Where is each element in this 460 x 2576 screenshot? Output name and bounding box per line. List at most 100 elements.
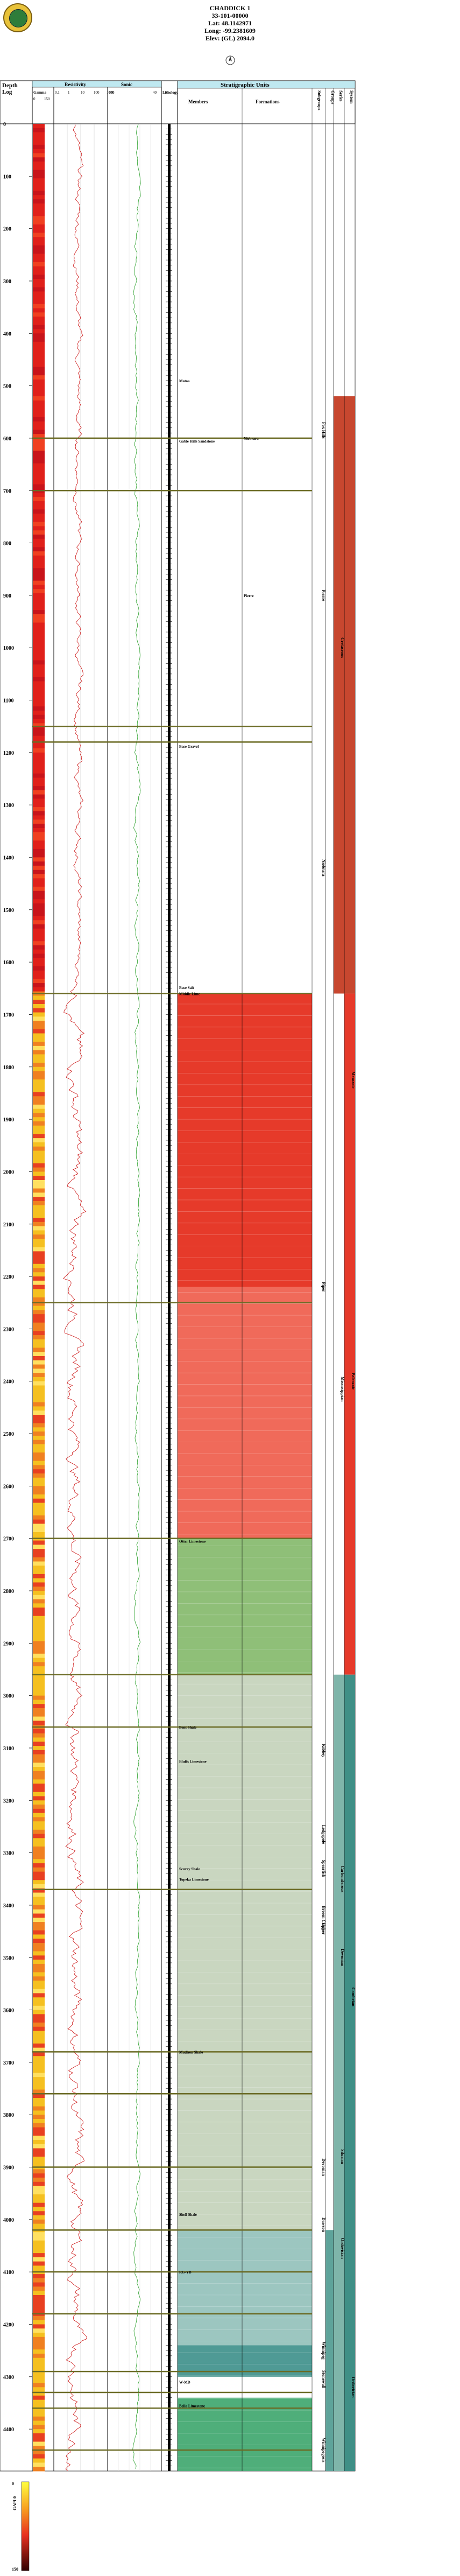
- depth-label: 600: [3, 436, 11, 442]
- gamma-fill-segment: [33, 1021, 45, 1026]
- rotated-col-label: Groups: [330, 90, 335, 104]
- gamma-fill-segment: [33, 1213, 45, 1218]
- member-label: Middle Lime: [179, 992, 200, 996]
- gamma-fill-segment: [33, 589, 45, 594]
- gamma-fill-segment: [33, 1171, 45, 1176]
- sonic-label: Sonic: [121, 82, 132, 87]
- gamma-fill-segment: [33, 1063, 45, 1068]
- gamma-fill-segment: [33, 1729, 45, 1734]
- gamma-fill-segment: [33, 371, 45, 376]
- gamma-fill-segment: [33, 2299, 45, 2304]
- resistivity-curve: [62, 123, 87, 2472]
- gamma-fill-segment: [33, 2077, 45, 2082]
- subgroup-label: Dawson: [321, 2217, 326, 2233]
- gamma-fill-segment: [33, 979, 45, 984]
- gamma-fill-segment: [33, 409, 45, 413]
- gamma-fill-segment: [33, 1528, 45, 1533]
- dt-scale-label: 140: [109, 90, 115, 95]
- gamma-fill-segment: [33, 2420, 45, 2425]
- gamma-fill-segment: [33, 916, 45, 921]
- gamma-fill-segment: [33, 2357, 45, 2363]
- gamma-fill-segment: [33, 1473, 45, 1478]
- gamma-fill-segment: [33, 1134, 45, 1139]
- gamma-fill-segment: [33, 576, 45, 581]
- gamma-fill-segment: [33, 1280, 45, 1286]
- well-name: CHADDICK 1: [209, 4, 251, 12]
- gamma-fill-segment: [33, 1113, 45, 1118]
- gamma-fill-segment: [33, 1264, 45, 1268]
- gamma-fill-segment: [33, 1385, 45, 1390]
- gamma-fill-segment: [33, 509, 45, 514]
- gamma-fill-segment: [33, 681, 45, 686]
- gamma-fill-segment: [33, 1197, 45, 1202]
- rotated-col-label: Series: [338, 90, 343, 101]
- gamma-fill-segment: [33, 1343, 45, 1348]
- gamma-fill-segment: [33, 1750, 45, 1755]
- system-label: Ordovician: [351, 2377, 356, 2398]
- gamma-fill-segment: [33, 484, 45, 489]
- gamma-fill-segment: [33, 1218, 45, 1223]
- gamma-fill-segment: [33, 1993, 45, 1998]
- gamma-fill-segment: [33, 840, 45, 845]
- gamma-fill-segment: [33, 266, 45, 271]
- gamma-fill-segment: [33, 430, 45, 434]
- gamma-fill-segment: [33, 1016, 45, 1021]
- gamma-fill-segment: [33, 254, 45, 258]
- gamma-fill-segment: [33, 1029, 45, 1034]
- gamma-fill-segment: [33, 669, 45, 673]
- depth-label: 2600: [3, 1484, 14, 1490]
- gamma-fill-segment: [33, 1650, 45, 1654]
- gamma-fill-segment: [33, 2089, 45, 2094]
- gamma-fill-segment: [33, 1645, 45, 1650]
- gamma-fill-segment: [33, 1461, 45, 1465]
- gamma-fill-segment: [33, 2416, 45, 2421]
- gamma-fill-segment: [33, 606, 45, 610]
- gamma-fill-segment: [33, 1398, 45, 1403]
- depth-label: 2000: [3, 1169, 14, 1175]
- gamma-fill-segment: [33, 551, 45, 556]
- series-label: Devonian: [340, 1949, 345, 1967]
- gamma-fill-segment: [33, 2014, 45, 2019]
- gamma-fill-segment: [33, 2399, 45, 2404]
- gamma-fill-segment: [33, 1293, 45, 1298]
- gamma-fill-segment: [33, 1083, 45, 1089]
- gamma-fill-segment: [33, 727, 45, 732]
- gamma-fill-segment: [33, 1561, 45, 1566]
- gamma-fill-segment: [33, 270, 45, 275]
- gamma-fill-segment: [33, 627, 45, 631]
- gamma-fill-segment: [33, 136, 45, 141]
- gamma-fill-segment: [33, 1947, 45, 1952]
- gamma-fill-segment: [33, 1251, 45, 1256]
- gamma-fill-segment: [33, 932, 45, 937]
- gamma-fill-segment: [33, 1335, 45, 1340]
- depth-label: Depth: [2, 82, 18, 89]
- gamma-fill-segment: [33, 1524, 45, 1528]
- gamma-fill-segment: [33, 2324, 45, 2329]
- gamma-fill-segment: [33, 1184, 45, 1189]
- gamma-fill-segment: [33, 1683, 45, 1688]
- gamma-fill-segment: [33, 756, 45, 761]
- depth-label: 700: [3, 488, 11, 494]
- gamma-fill-segment: [33, 1767, 45, 1772]
- gamma-fill-segment: [33, 1230, 45, 1235]
- gamma-fill-segment: [33, 2119, 45, 2124]
- gamma-fill-segment: [33, 212, 45, 216]
- gamma-fill-segment: [33, 362, 45, 368]
- gamma-fill-segment: [33, 404, 45, 409]
- gamma-fill-segment: [33, 1368, 45, 1373]
- gamma-fill-segment: [33, 1850, 45, 1855]
- gamma-fill-segment: [33, 2010, 45, 2015]
- gamma-fill-segment: [33, 442, 45, 447]
- gamma-fill-segment: [33, 2094, 45, 2098]
- gamma-fill-segment: [33, 2370, 45, 2375]
- gamma-fill-segment: [33, 2354, 45, 2359]
- gamma-fill-segment: [33, 706, 45, 711]
- gamma-fill-segment: [33, 1289, 45, 1294]
- gamma-fill-segment: [33, 320, 45, 326]
- gamma-fill-segment: [33, 2123, 45, 2128]
- subgroup-label: Kibbey: [321, 1744, 326, 1757]
- gamma-fill-segment: [33, 245, 45, 250]
- gamma-fill-segment: [33, 2035, 45, 2040]
- gamma-fill-segment: [33, 1268, 45, 1273]
- gamma-fill-segment: [33, 392, 45, 397]
